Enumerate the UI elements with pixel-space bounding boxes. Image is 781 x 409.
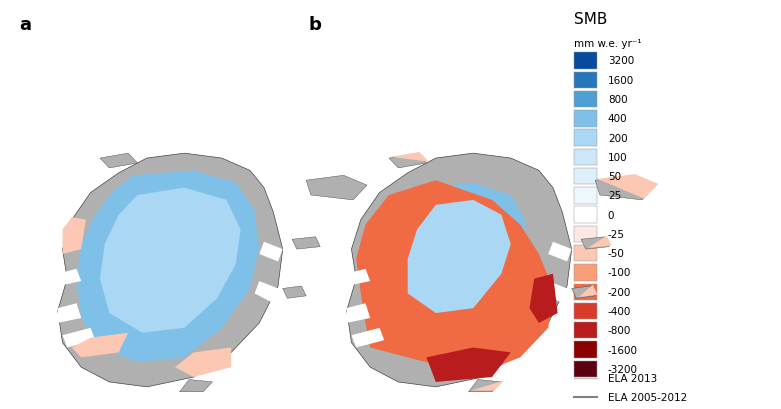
Polygon shape: [581, 237, 609, 249]
Polygon shape: [100, 154, 137, 169]
Polygon shape: [180, 380, 212, 392]
Polygon shape: [62, 328, 95, 348]
Polygon shape: [384, 183, 525, 338]
Polygon shape: [389, 154, 426, 169]
Bar: [574, 149, 597, 166]
Polygon shape: [347, 269, 370, 286]
Text: -400: -400: [608, 306, 631, 316]
Polygon shape: [283, 286, 306, 299]
Polygon shape: [588, 236, 612, 248]
Bar: [574, 130, 597, 146]
Polygon shape: [306, 176, 367, 200]
Polygon shape: [572, 286, 595, 299]
Text: 0: 0: [608, 210, 615, 220]
Text: -25: -25: [608, 229, 625, 239]
Text: -3200: -3200: [608, 364, 638, 374]
Polygon shape: [175, 348, 231, 377]
Text: 50: 50: [608, 172, 621, 182]
Polygon shape: [356, 181, 553, 372]
Polygon shape: [255, 281, 278, 303]
Polygon shape: [62, 218, 86, 254]
Text: 25: 25: [608, 191, 621, 201]
Polygon shape: [530, 274, 558, 323]
Bar: [574, 53, 597, 70]
Bar: [574, 111, 597, 127]
Polygon shape: [72, 333, 128, 357]
Polygon shape: [391, 153, 429, 162]
Text: 800: 800: [608, 95, 627, 105]
Bar: [574, 303, 597, 319]
Polygon shape: [58, 303, 81, 323]
Polygon shape: [469, 380, 501, 392]
Text: mm w.e. yr⁻¹: mm w.e. yr⁻¹: [574, 39, 642, 49]
Text: -800: -800: [608, 326, 631, 335]
Text: ELA 2005-2012: ELA 2005-2012: [608, 392, 687, 402]
Polygon shape: [100, 188, 241, 333]
Text: 1600: 1600: [608, 76, 634, 85]
Text: -100: -100: [608, 268, 631, 278]
Polygon shape: [347, 154, 572, 387]
Polygon shape: [292, 237, 320, 249]
Bar: [574, 226, 597, 243]
Text: a: a: [20, 16, 31, 34]
Bar: [574, 72, 597, 89]
Bar: [574, 169, 597, 185]
Polygon shape: [579, 285, 597, 297]
Polygon shape: [471, 381, 504, 391]
Bar: [574, 284, 597, 300]
Polygon shape: [548, 242, 572, 262]
Polygon shape: [597, 175, 658, 199]
Text: 400: 400: [608, 114, 627, 124]
Polygon shape: [351, 328, 384, 348]
Text: 3200: 3200: [608, 56, 634, 66]
Bar: [574, 92, 597, 108]
Bar: [574, 245, 597, 262]
Polygon shape: [58, 154, 283, 387]
Bar: [574, 207, 597, 223]
Bar: [574, 188, 597, 204]
Polygon shape: [426, 348, 511, 382]
Polygon shape: [595, 176, 656, 200]
Text: -200: -200: [608, 287, 631, 297]
Text: -1600: -1600: [608, 345, 638, 355]
Polygon shape: [58, 269, 81, 286]
Text: SMB: SMB: [574, 12, 608, 27]
Polygon shape: [259, 242, 283, 262]
Bar: [574, 342, 597, 358]
Text: b: b: [308, 16, 321, 34]
Bar: [574, 265, 597, 281]
Text: -50: -50: [608, 249, 625, 258]
Text: ELA 2013: ELA 2013: [608, 373, 657, 383]
Text: 200: 200: [608, 133, 627, 143]
Bar: [574, 361, 597, 377]
Text: 100: 100: [608, 153, 627, 162]
Polygon shape: [408, 200, 511, 313]
Polygon shape: [347, 303, 370, 323]
Polygon shape: [544, 281, 567, 303]
Bar: [574, 322, 597, 339]
Polygon shape: [77, 171, 259, 362]
